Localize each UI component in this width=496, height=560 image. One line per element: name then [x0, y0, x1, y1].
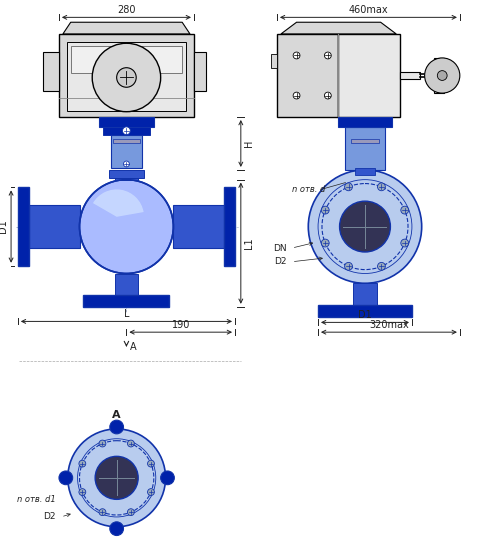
- FancyBboxPatch shape: [351, 138, 378, 143]
- Circle shape: [425, 58, 460, 93]
- Text: A: A: [130, 342, 137, 352]
- Circle shape: [79, 460, 86, 467]
- Text: L: L: [124, 310, 129, 319]
- Text: 460max: 460max: [349, 6, 388, 15]
- Circle shape: [345, 263, 353, 270]
- Circle shape: [345, 183, 353, 191]
- Text: D2: D2: [44, 512, 56, 521]
- Circle shape: [309, 170, 422, 283]
- FancyBboxPatch shape: [318, 305, 412, 316]
- Circle shape: [79, 489, 86, 496]
- Circle shape: [110, 420, 124, 434]
- Circle shape: [68, 429, 166, 527]
- FancyBboxPatch shape: [109, 170, 144, 178]
- FancyBboxPatch shape: [115, 273, 138, 295]
- Circle shape: [127, 440, 134, 447]
- FancyBboxPatch shape: [271, 54, 277, 68]
- Circle shape: [401, 206, 409, 214]
- Circle shape: [293, 52, 300, 59]
- FancyBboxPatch shape: [194, 52, 206, 91]
- Polygon shape: [63, 22, 190, 34]
- Circle shape: [127, 508, 134, 516]
- FancyBboxPatch shape: [345, 127, 384, 170]
- Text: 320max: 320max: [369, 320, 409, 330]
- FancyBboxPatch shape: [277, 34, 338, 117]
- FancyBboxPatch shape: [71, 46, 182, 73]
- FancyBboxPatch shape: [43, 52, 59, 91]
- FancyBboxPatch shape: [400, 72, 420, 80]
- Circle shape: [124, 161, 129, 167]
- FancyBboxPatch shape: [338, 117, 392, 127]
- FancyBboxPatch shape: [18, 188, 29, 265]
- Text: D2: D2: [274, 257, 287, 266]
- Text: L1: L1: [244, 237, 254, 249]
- Circle shape: [340, 201, 390, 252]
- FancyBboxPatch shape: [59, 34, 194, 117]
- Circle shape: [79, 180, 174, 273]
- Text: 190: 190: [172, 320, 190, 330]
- Circle shape: [123, 127, 130, 134]
- Circle shape: [401, 239, 409, 247]
- Text: D1: D1: [0, 220, 8, 234]
- Circle shape: [110, 522, 124, 535]
- FancyBboxPatch shape: [434, 58, 444, 93]
- Wedge shape: [93, 189, 144, 217]
- FancyBboxPatch shape: [355, 168, 375, 175]
- Text: D1: D1: [358, 310, 372, 320]
- Circle shape: [148, 460, 154, 467]
- Circle shape: [293, 92, 300, 99]
- Circle shape: [59, 471, 72, 485]
- FancyBboxPatch shape: [99, 117, 154, 127]
- FancyBboxPatch shape: [224, 188, 235, 265]
- FancyBboxPatch shape: [111, 134, 142, 168]
- Circle shape: [95, 456, 138, 500]
- FancyBboxPatch shape: [338, 34, 400, 117]
- FancyBboxPatch shape: [174, 205, 224, 248]
- Text: n отв. d: n отв. d: [292, 185, 325, 194]
- FancyBboxPatch shape: [103, 127, 150, 134]
- FancyBboxPatch shape: [113, 138, 140, 143]
- Circle shape: [324, 52, 331, 59]
- FancyBboxPatch shape: [83, 295, 170, 307]
- Circle shape: [92, 43, 161, 111]
- Text: A: A: [113, 410, 121, 420]
- Circle shape: [437, 71, 447, 81]
- Polygon shape: [281, 22, 396, 34]
- Circle shape: [321, 206, 329, 214]
- Circle shape: [161, 471, 174, 485]
- Circle shape: [117, 68, 136, 87]
- Circle shape: [377, 183, 385, 191]
- Text: n отв. d1: n отв. d1: [17, 495, 56, 504]
- Circle shape: [99, 508, 106, 516]
- FancyBboxPatch shape: [67, 42, 186, 111]
- Circle shape: [321, 239, 329, 247]
- Circle shape: [377, 263, 385, 270]
- FancyBboxPatch shape: [353, 283, 377, 305]
- Text: 280: 280: [117, 6, 136, 15]
- FancyBboxPatch shape: [115, 178, 138, 180]
- Circle shape: [324, 92, 331, 99]
- FancyBboxPatch shape: [29, 205, 79, 248]
- Circle shape: [99, 440, 106, 447]
- Text: DN: DN: [273, 244, 287, 253]
- Circle shape: [148, 489, 154, 496]
- Text: H: H: [244, 140, 254, 147]
